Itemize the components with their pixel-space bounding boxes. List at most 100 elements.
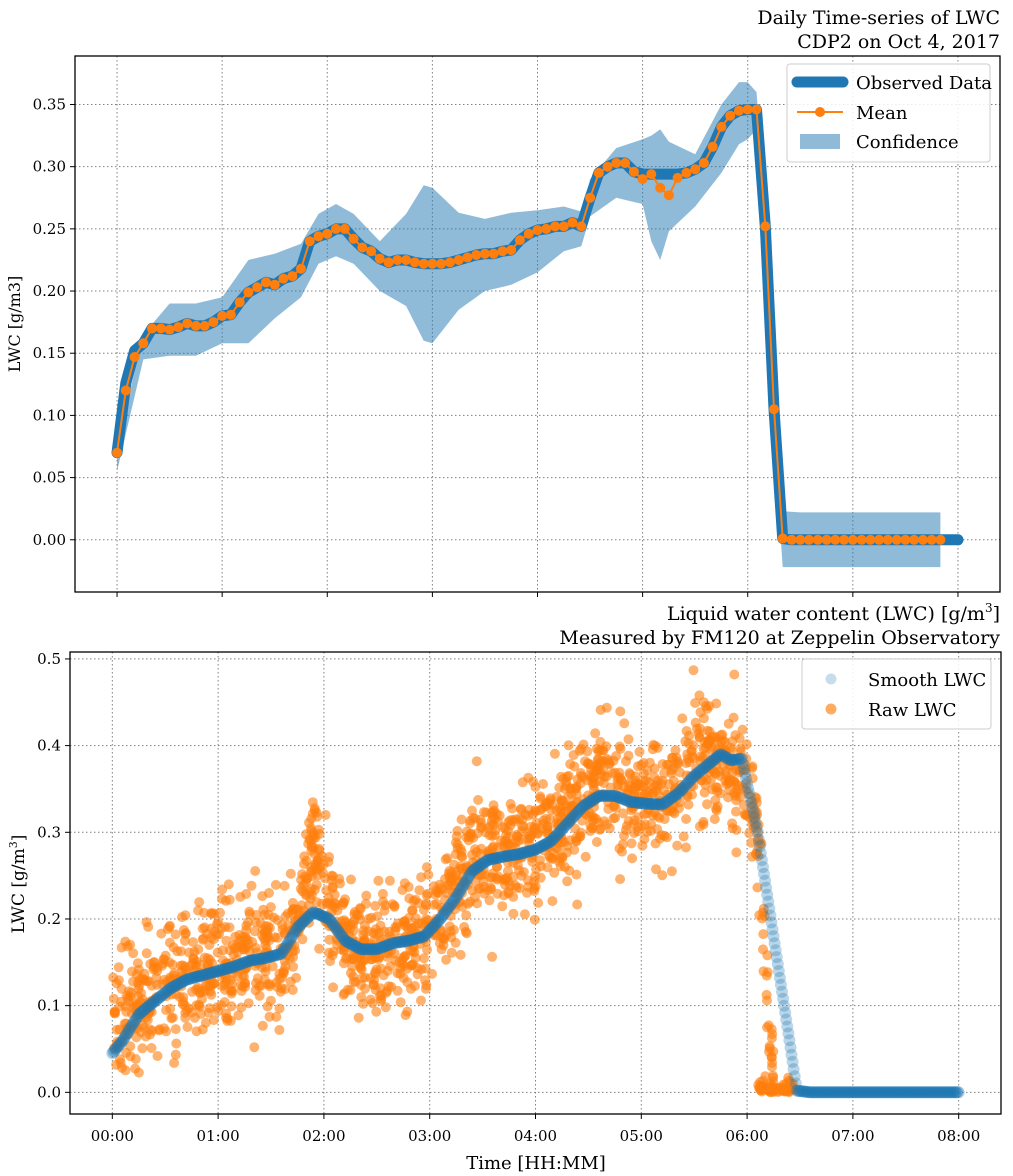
smooth-lwc-point [780, 1013, 793, 1026]
smooth-lwc-point [367, 943, 380, 956]
smooth-lwc-point [926, 1086, 939, 1099]
raw-lwc-point [182, 1022, 193, 1032]
raw-lwc-point [288, 961, 299, 972]
raw-lwc-point [561, 780, 572, 791]
raw-lwc-point [597, 790, 608, 801]
smooth-lwc-point [643, 797, 656, 810]
smooth-lwc-point [307, 906, 320, 918]
smooth-lwc-point [387, 937, 400, 950]
smooth-lwc-point [605, 789, 618, 802]
raw-lwc-point [549, 867, 560, 878]
raw-lwc-point [257, 1020, 268, 1031]
smooth-lwc-point [747, 806, 760, 819]
smooth-lwc-point [135, 1005, 148, 1018]
smooth-lwc-point [771, 958, 784, 970]
raw-lwc-point [403, 882, 414, 892]
raw-lwc-point [205, 980, 216, 991]
top-y-tick-label: 0.30 [33, 158, 66, 176]
raw-lwc-point [508, 891, 519, 902]
raw-lwc-point [381, 951, 392, 962]
smooth-lwc-point [118, 1032, 130, 1045]
raw-lwc-point [224, 922, 235, 933]
raw-lwc-point [360, 983, 371, 994]
smooth-lwc-point [782, 1027, 795, 1040]
raw-lwc-point [787, 1078, 798, 1089]
smooth-lwc-point [891, 1086, 904, 1099]
smooth-lwc-point [588, 792, 601, 805]
smooth-lwc-point [316, 910, 329, 923]
mean-point [392, 255, 403, 265]
smooth-lwc-point [640, 797, 653, 810]
raw-lwc-point [420, 963, 431, 974]
smooth-lwc-point [646, 798, 659, 810]
raw-lwc-point [240, 963, 251, 974]
raw-lwc-point [274, 1025, 285, 1035]
raw-lwc-point [331, 916, 342, 927]
mean-point [217, 310, 228, 321]
raw-lwc-point [734, 765, 745, 776]
smooth-lwc-point [834, 1086, 847, 1099]
mean-point [523, 228, 534, 239]
smooth-lwc-point [637, 797, 650, 810]
smooth-lwc-point [392, 936, 404, 949]
raw-lwc-point [339, 988, 350, 999]
raw-lwc-point [553, 844, 563, 854]
mean-point [199, 320, 210, 331]
smooth-lwc-point [725, 754, 738, 767]
raw-lwc-point [257, 891, 268, 902]
smooth-lwc-point [425, 922, 438, 935]
smooth-lwc-point [896, 1086, 909, 1099]
mean-point [576, 221, 587, 232]
raw-lwc-point [172, 946, 183, 957]
raw-lwc-point [431, 898, 442, 909]
smooth-lwc-point [859, 1086, 872, 1099]
raw-lwc-point [530, 782, 541, 792]
smooth-lwc-point [281, 937, 294, 950]
raw-lwc-point [517, 834, 528, 845]
smooth-lwc-point [109, 1043, 122, 1056]
smooth-lwc-point [310, 907, 323, 920]
smooth-lwc-point [667, 791, 679, 803]
raw-lwc-point [715, 737, 726, 747]
smooth-lwc-point [952, 1086, 965, 1099]
smooth-lwc-point [233, 958, 246, 971]
smooth-lwc-point [904, 1086, 916, 1099]
raw-lwc-point [614, 741, 625, 752]
raw-lwc-point [726, 745, 737, 755]
smooth-lwc-point [475, 858, 488, 871]
raw-lwc-point [741, 810, 752, 821]
smooth-lwc-point [876, 1086, 889, 1099]
smooth-lwc-point [788, 1070, 801, 1083]
smooth-lwc-point [603, 789, 616, 802]
smooth-lwc-point [531, 842, 544, 855]
raw-lwc-point [392, 918, 403, 929]
smooth-lwc-point [353, 942, 366, 955]
smooth-lwc-point [275, 947, 288, 960]
smooth-lwc-point [264, 950, 276, 963]
bottom-ylabel-main: LWC [g/m [9, 848, 29, 933]
smooth-lwc-point [422, 925, 435, 938]
smooth-lwc-point [351, 941, 364, 954]
raw-lwc-point [751, 849, 761, 859]
smooth-lwc-point [137, 1004, 149, 1017]
raw-lwc-point [410, 952, 421, 963]
smooth-lwc-point [915, 1086, 928, 1099]
legend-smooth-label: Smooth LWC [868, 670, 986, 691]
smooth-lwc-point [918, 1086, 931, 1099]
raw-lwc-point [324, 921, 335, 932]
mean-point [287, 271, 298, 282]
smooth-lwc-point [527, 844, 540, 857]
raw-lwc-point [375, 983, 386, 994]
smooth-lwc-point [207, 966, 220, 979]
smooth-lwc-point [828, 1086, 841, 1099]
smooth-lwc-point [799, 1085, 812, 1098]
smooth-lwc-point [370, 943, 383, 956]
smooth-lwc-point [223, 961, 236, 974]
raw-lwc-point [264, 1011, 275, 1022]
smooth-lwc-point [293, 919, 306, 932]
smooth-lwc-point [251, 953, 264, 966]
smooth-lwc-point [733, 753, 746, 765]
smooth-lwc-point [177, 975, 190, 988]
raw-lwc-point [733, 780, 744, 791]
smooth-lwc-point [226, 960, 239, 973]
